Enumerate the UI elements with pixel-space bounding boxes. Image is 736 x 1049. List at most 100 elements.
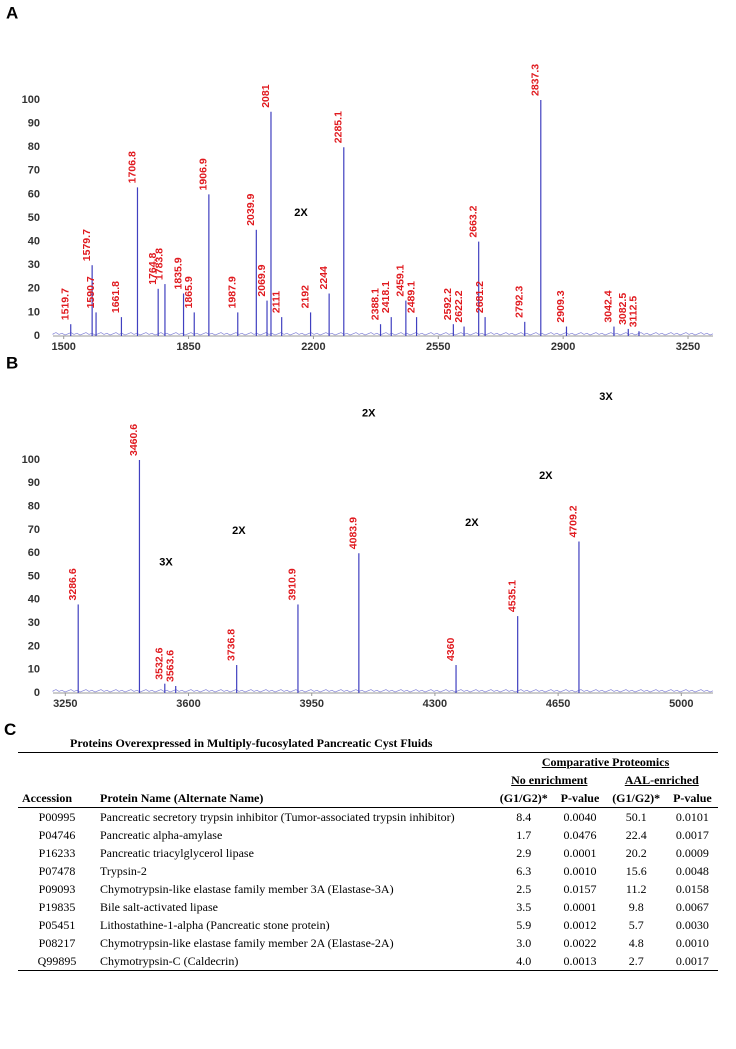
peak-label: 3460.6 [128, 424, 140, 456]
baseline-noise [52, 689, 714, 693]
y-tick-label: 100 [22, 94, 40, 106]
peak-label: 3910.9 [287, 568, 299, 600]
annotation: 2X [232, 525, 246, 537]
table-row: P07478 Trypsin-2 6.3 0.0010 15.6 0.0048 [18, 862, 718, 880]
panel-label: A [6, 3, 18, 22]
x-tick-label: 3950 [299, 698, 323, 710]
peak-label: 2388.1 [369, 288, 381, 320]
y-tick-label: 30 [28, 259, 40, 271]
peak-label: 4083.9 [348, 517, 360, 549]
y-tick-label: 70 [28, 165, 40, 177]
column-header: Protein Name (Alternate Name) [100, 791, 264, 805]
y-tick-label: 10 [28, 306, 40, 318]
table-cell: P04746 [38, 828, 76, 842]
y-tick-label: 0 [34, 687, 40, 699]
table-title: Proteins Overexpressed in Multiply-fucos… [70, 736, 433, 750]
y-tick-label: 20 [28, 640, 40, 652]
table-cell: Bile salt-activated lipase [100, 900, 218, 914]
peak-label: 2039.9 [245, 194, 257, 226]
table-cell: 0.0012 [563, 918, 597, 932]
table-cell: 2.5 [516, 882, 532, 896]
table-cell: Pancreatic secretory trypsin inhibitor (… [100, 810, 455, 824]
y-tick-label: 70 [28, 524, 40, 536]
peak-label: 1987.9 [227, 276, 239, 308]
peak-label: 3042.4 [603, 290, 615, 322]
table-row: P09093 Chymotrypsin-like elastase family … [18, 880, 718, 898]
peak-label: 2663.2 [467, 205, 479, 237]
peak-label: 1835.9 [172, 257, 184, 289]
peak-label: 2285.1 [333, 111, 345, 143]
table-cell: 22.4 [625, 828, 647, 842]
y-tick-label: 90 [28, 477, 40, 489]
table-row: P04746 Pancreatic alpha-amylase 1.7 0.0476 2… [18, 826, 718, 844]
subgroup-header: AAL-enriched [624, 773, 699, 787]
table-cell: 0.0030 [675, 918, 709, 932]
table-cell: Trypsin-2 [100, 864, 147, 878]
table-cell: 0.0017 [675, 828, 709, 842]
y-tick-label: 80 [28, 141, 40, 153]
table-cell: Chymotrypsin-C (Caldecrin) [100, 954, 239, 968]
table-row: P05451 Lithostathine-1-alpha (Pancreatic … [18, 916, 718, 934]
table-cell: 0.0101 [675, 810, 709, 824]
peak-label: 2792.3 [514, 286, 526, 318]
table: Comparative Proteomics No enrichment AAL-… [18, 752, 718, 971]
table-row: P16233 Pancreatic triacylglycerol lipase 2… [18, 844, 718, 862]
peak-label: 2418.1 [380, 281, 392, 313]
x-tick-label: 4650 [546, 698, 570, 710]
table-cell: P09093 [38, 882, 76, 896]
y-tick-label: 80 [28, 501, 40, 513]
table-cell: 50.1 [625, 810, 647, 824]
table-cell: Pancreatic alpha-amylase [100, 828, 223, 842]
table-row: P08217 Chymotrypsin-like elastase family … [18, 934, 718, 952]
table-cell: 4.0 [516, 954, 532, 968]
table-cell: 0.0010 [675, 936, 709, 950]
x-tick-label: 1850 [176, 341, 200, 353]
subgroup-header: No enrichment [511, 773, 588, 787]
column-header: P-value [560, 791, 600, 805]
table-cell: 2.9 [516, 846, 532, 860]
y-tick-label: 0 [34, 330, 40, 342]
annotation: 2X [362, 407, 376, 419]
panel-label: C [4, 720, 17, 739]
table-cell: Chymotrypsin-like elastase family member… [100, 936, 394, 950]
peak-label: 1706.8 [126, 151, 138, 183]
table-cell: 15.6 [625, 864, 647, 878]
table-cell: 1.7 [516, 828, 532, 842]
y-tick-label: 40 [28, 594, 40, 606]
table-cell: 0.0157 [563, 882, 597, 896]
peak-label: 4535.1 [506, 580, 518, 612]
peak-label: 3736.8 [225, 629, 237, 661]
y-tick-label: 100 [22, 454, 40, 466]
column-header: (G1/G2)* [499, 791, 548, 805]
y-tick-label: 50 [28, 212, 40, 224]
table-cell: 0.0017 [675, 954, 709, 968]
baseline-noise [52, 332, 714, 336]
group-header: Comparative Proteomics [541, 755, 670, 769]
table-cell: 0.0067 [675, 900, 709, 914]
table-cell: 0.0476 [563, 828, 597, 842]
annotation: 3X [599, 391, 613, 403]
table-cell: 0.0010 [563, 864, 597, 878]
peak-label: 1764.8 [147, 253, 159, 285]
x-tick-label: 3250 [53, 698, 77, 710]
peak-label: 2909.3 [555, 290, 567, 322]
table-cell: P07478 [38, 864, 76, 878]
peak-label: 2459.1 [395, 264, 407, 296]
peak-label: 1590.7 [85, 276, 97, 308]
table-row: P00995 Pancreatic secretory trypsin inhib… [18, 808, 718, 827]
table-cell: 0.0158 [675, 882, 709, 896]
peak-label: 4360 [445, 638, 457, 662]
peak-label: 1579.7 [81, 229, 93, 261]
table-row: P19835 Bile salt-activated lipase 3.5 0.000… [18, 898, 718, 916]
peak-label: 2111 [270, 291, 282, 313]
table-cell: 11.2 [625, 882, 647, 896]
table-cell: 0.0040 [563, 810, 597, 824]
table-cell: 5.9 [516, 918, 532, 932]
table-cell: 2.7 [628, 954, 644, 968]
y-tick-label: 20 [28, 283, 40, 295]
table-cell: P19835 [38, 900, 76, 914]
peak-label: 2837.3 [530, 64, 542, 96]
table-cell: 0.0009 [675, 846, 709, 860]
peak-label: 1906.9 [198, 158, 210, 190]
table-cell: Pancreatic triacylglycerol lipase [100, 846, 254, 860]
